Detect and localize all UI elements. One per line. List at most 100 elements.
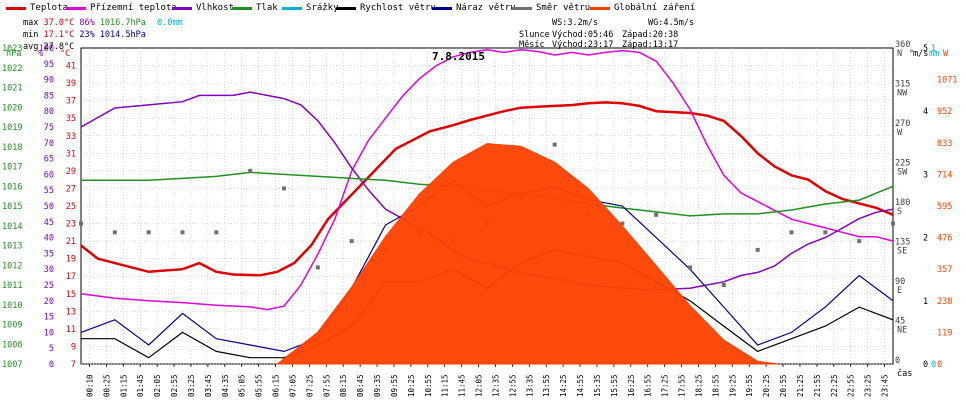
astro-ws: WS:3.2m/s bbox=[552, 18, 599, 28]
direction-tick-compass: SW bbox=[897, 168, 908, 178]
stats-max-press: 1016.7hPa bbox=[99, 18, 146, 28]
x-tick-label: 12:05 bbox=[475, 374, 484, 397]
astro-sun-set: Západ:20:38 bbox=[622, 30, 679, 40]
x-tick-label: 18:25 bbox=[694, 374, 703, 397]
x-tick-label: 18:55 bbox=[711, 374, 720, 397]
legend-swatch-prizemni-teplota bbox=[66, 6, 86, 10]
humidity-tick-label: 5 bbox=[49, 344, 54, 354]
stats-min-row: min 17.1°C 23% 1014.5hPa bbox=[23, 30, 146, 40]
legend-item-teplota: Teplota bbox=[6, 3, 68, 13]
x-tick-label: 16:25 bbox=[627, 374, 636, 397]
legend-swatch-tlak bbox=[232, 6, 252, 10]
pressure-tick-label: 1023 bbox=[2, 44, 22, 54]
series-direction-point bbox=[214, 230, 219, 235]
pressure-tick-label: 1009 bbox=[2, 321, 22, 331]
wind-tick-label: 2 bbox=[923, 234, 928, 244]
legend-label: Rychlost větru bbox=[360, 3, 436, 13]
x-tick-label: 00:25 bbox=[102, 374, 111, 397]
direction-tick-compass: N bbox=[897, 49, 902, 59]
x-tick-label: 05:55 bbox=[255, 374, 264, 397]
stats-max-rain: 0.0mm bbox=[157, 18, 183, 28]
direction-tick-label: 225 bbox=[895, 159, 910, 169]
x-tick-label: 21:25 bbox=[796, 374, 805, 397]
temperature-tick-label: 9 bbox=[71, 342, 76, 352]
x-tick-label: 06:15 bbox=[272, 374, 281, 397]
x-tick-label: 11:45 bbox=[458, 374, 467, 397]
x-tick-label: 10:55 bbox=[424, 374, 433, 397]
humidity-tick-label: 45 bbox=[44, 218, 54, 228]
series-direction-point bbox=[721, 283, 726, 287]
direction-tick-label: 270 bbox=[895, 119, 910, 129]
wind-tick-label: 1 bbox=[923, 297, 928, 307]
x-tick-label: 11:15 bbox=[441, 374, 450, 397]
stats-min-label: min bbox=[23, 30, 39, 40]
temperature-tick-label: 41 bbox=[66, 62, 76, 72]
pressure-tick-label: 1011 bbox=[2, 281, 22, 291]
legend-item-rychlost-vetru: Rychlost větru bbox=[336, 3, 436, 13]
wind-axis-unit: m/s bbox=[913, 49, 928, 59]
radiation-tick-label: 476 bbox=[937, 234, 952, 244]
direction-tick-label: 360 bbox=[895, 40, 910, 50]
series-direction-point bbox=[857, 239, 862, 244]
radiation-tick-label: 0 bbox=[937, 360, 942, 370]
x-tick-label: 07:55 bbox=[322, 374, 331, 397]
x-tick-label: 14:55 bbox=[576, 374, 585, 397]
x-tick-label: 08:45 bbox=[356, 374, 365, 397]
series-radiation-area bbox=[275, 143, 779, 365]
x-tick-label: 17:25 bbox=[661, 374, 670, 397]
x-tick-label: 01:15 bbox=[119, 374, 128, 397]
temperature-tick-label: 7 bbox=[71, 360, 76, 370]
direction-tick-compass: S bbox=[897, 207, 902, 217]
stats-max-label: max bbox=[23, 18, 39, 28]
x-tick-label: 08:15 bbox=[339, 374, 348, 397]
direction-tick-compass: SE bbox=[897, 247, 907, 257]
legend-item-prizemni-teplota: Přízemní teplota bbox=[66, 3, 177, 13]
direction-tick-compass: NW bbox=[897, 89, 908, 99]
legend-item-tlak: Tlak bbox=[232, 3, 278, 13]
series-direction-point bbox=[79, 221, 83, 226]
humidity-tick-label: 90 bbox=[44, 76, 54, 86]
humidity-tick-label: 25 bbox=[44, 281, 54, 291]
astro-wg: WG:4.5m/s bbox=[648, 18, 695, 28]
astro-moon-rise: Východ:23:17 bbox=[552, 40, 614, 50]
x-tick-label: 16:55 bbox=[644, 374, 653, 397]
legend-label: Směr větru bbox=[536, 3, 591, 13]
x-tick-label: 03:45 bbox=[204, 374, 213, 397]
temperature-tick-label: 23 bbox=[66, 220, 76, 230]
humidity-tick-label: 50 bbox=[44, 202, 54, 212]
x-tick-label: 20:25 bbox=[762, 374, 771, 397]
series-direction-point bbox=[282, 186, 286, 191]
radiation-tick-label: 238 bbox=[937, 297, 952, 307]
x-tick-label: 02:55 bbox=[170, 374, 179, 397]
legend-swatch-srazky bbox=[282, 6, 302, 10]
humidity-tick-label: 75 bbox=[44, 123, 54, 133]
x-tick-label: 23:45 bbox=[881, 374, 890, 397]
humidity-tick-label: 40 bbox=[44, 234, 54, 244]
pressure-tick-label: 1018 bbox=[2, 143, 22, 153]
temperature-tick-label: 39 bbox=[66, 79, 76, 89]
x-tick-label: 23:25 bbox=[864, 374, 873, 397]
legend-swatch-globalni-zareni bbox=[590, 6, 610, 10]
x-tick-label: 15:35 bbox=[593, 374, 602, 397]
temperature-tick-label: 13 bbox=[66, 307, 76, 317]
pressure-tick-label: 1020 bbox=[2, 103, 22, 113]
pressure-axis-unit: hPa bbox=[6, 49, 21, 59]
x-tick-label: 07:05 bbox=[288, 374, 297, 397]
wind-tick-label: 0 bbox=[923, 360, 928, 370]
x-tick-label: 14:25 bbox=[559, 374, 568, 397]
humidity-tick-label: 95 bbox=[44, 60, 54, 70]
x-tick-label: 01:45 bbox=[136, 374, 145, 397]
pressure-tick-label: 1007 bbox=[2, 360, 22, 370]
legend-label: Vlhkost bbox=[196, 3, 234, 13]
humidity-tick-label: 65 bbox=[44, 155, 54, 165]
x-tick-label: 19:25 bbox=[728, 374, 737, 397]
pressure-tick-label: 1015 bbox=[2, 202, 22, 212]
direction-tick-compass: E bbox=[897, 286, 902, 296]
x-tick-label: 09:55 bbox=[390, 374, 399, 397]
direction-tick-compass: NE bbox=[897, 326, 907, 336]
x-tick-label: 07:25 bbox=[305, 374, 314, 397]
x-tick-label: 05:05 bbox=[238, 374, 247, 397]
humidity-tick-label: 20 bbox=[44, 297, 54, 307]
legend-swatch-teplota bbox=[6, 6, 26, 10]
